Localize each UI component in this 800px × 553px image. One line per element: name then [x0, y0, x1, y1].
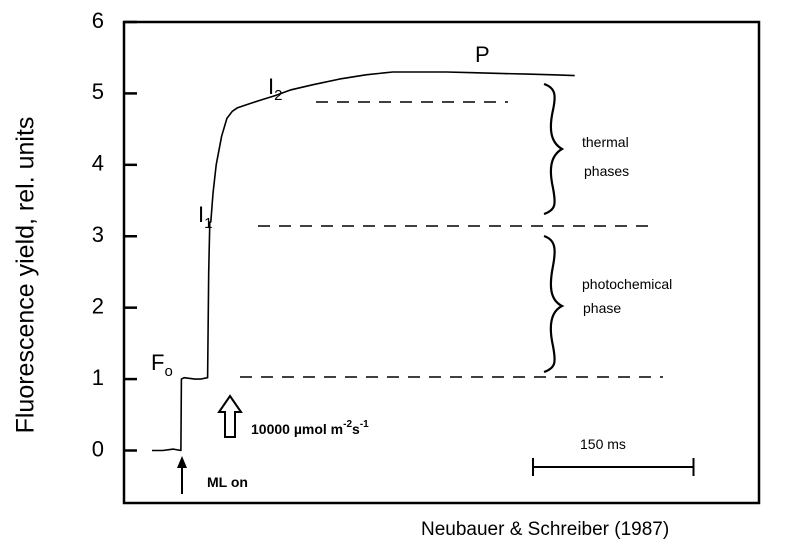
y-tick-label-5: 5	[92, 79, 104, 104]
scale-bar-label: 150 ms	[580, 436, 626, 452]
y-ticks: 0 1 2 3 4 5 6	[92, 8, 137, 461]
photochemical-label-line1: photochemical	[582, 276, 672, 292]
label-p: P	[475, 42, 490, 67]
scale-bar	[532, 458, 695, 476]
y-tick-label-6: 6	[92, 8, 104, 33]
label-fo: Fo	[151, 350, 173, 380]
thermal-label-line1: thermal	[582, 134, 629, 150]
photochemical-label-line2: phase	[583, 300, 621, 316]
brace-photochemical	[543, 234, 565, 374]
label-i1: I1	[198, 202, 212, 232]
y-tick-label-3: 3	[92, 222, 104, 247]
y-tick-label-2: 2	[92, 293, 104, 318]
y-tick-label-0: 0	[92, 436, 104, 461]
arrow-up-icon	[177, 456, 187, 494]
plot-frame	[122, 20, 761, 505]
y-axis-label: Fluorescence yield, rel. units	[12, 117, 40, 434]
actinic-light-label: 10000 µmol m-2s-1	[251, 419, 369, 437]
thermal-label-line2: phases	[584, 163, 629, 179]
brace-thermal	[543, 82, 565, 216]
label-i2: I2	[268, 74, 282, 104]
ml-on-label: ML on	[207, 474, 248, 490]
fluorescence-trace	[152, 71, 575, 452]
hollow-arrow-up-icon	[217, 394, 243, 438]
source-citation: Neubauer & Schreiber (1987)	[421, 519, 670, 540]
y-tick-label-1: 1	[92, 365, 104, 390]
y-tick-label-4: 4	[92, 151, 104, 176]
